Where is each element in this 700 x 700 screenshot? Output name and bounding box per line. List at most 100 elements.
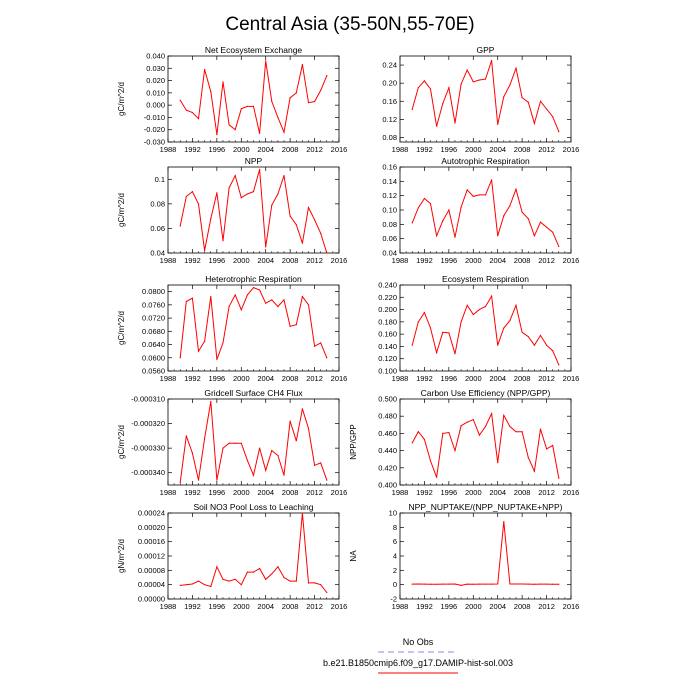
data-point [521,431,523,433]
panel-1: Net Ecosystem Exchange gC/m^2/d 1988 1992 19… [117,45,347,154]
data-point [429,327,432,329]
plot-frame [399,284,572,372]
data-point [521,211,523,213]
x-tick-label: 2008 [282,256,299,265]
data-point [478,79,480,81]
y-tick-label: 0.220 [378,293,397,302]
data-point [552,116,554,118]
panel-title: Gridcell Surface CH4 Flux [204,388,303,398]
y-tick-label: 0.04 [382,249,397,258]
x-tick-label: 1988 [392,488,409,497]
data-point [271,299,273,301]
data-point [246,193,248,195]
x-tick-label: 2004 [489,256,506,265]
data-point [515,431,517,433]
x-tick-label: 1988 [392,145,409,154]
x-tick-label: 2016 [563,145,580,154]
data-point [210,91,212,93]
data-point [527,218,529,220]
panels-group: Net Ecosystem Exchange gC/m^2/d 1988 1992 19… [117,45,579,611]
data-point [197,350,200,352]
data-point [326,591,328,594]
data-point [185,195,187,198]
data-point [265,302,267,304]
x-tick-label: 2004 [257,374,274,383]
x-tick-label: 1992 [416,145,433,154]
data-point [509,84,511,86]
data-point [509,425,511,428]
data-point [417,321,419,323]
data-point [448,332,450,334]
y-axis-label: gC/m^2/d [117,425,126,459]
data-point [423,312,426,314]
y-tick-label: 0.160 [378,330,397,339]
x-tick-label: 1992 [416,488,433,497]
data-point [454,122,456,124]
y-tick-label: -0.020 [144,125,165,134]
data-point [197,479,200,481]
y-axis-label: gN/m^2/d [117,539,126,573]
data-point [301,242,303,244]
y-axis-label: NPP/GPP [349,424,358,460]
data-point [484,425,487,428]
x-tick-label: 2000 [233,256,250,265]
data-point [246,294,248,296]
data-point [179,357,181,359]
data-point [454,450,456,452]
y-tick-label: 0.16 [382,97,397,106]
data-point [442,331,444,333]
y-tick-label: 0.200 [378,305,397,314]
data-point [436,125,438,127]
data-point [228,124,230,126]
y-tick-label: 0.460 [378,429,397,438]
data-point [228,305,230,308]
data-point [411,108,413,111]
data-point [252,571,255,573]
plot-frame [399,55,572,143]
y-tick-label: 0.040 [146,52,165,61]
data-point [185,435,187,437]
data-point [454,236,456,238]
data-point [545,583,548,585]
data-point [246,459,248,462]
data-point [491,583,493,585]
data-point [558,477,560,479]
data-point [313,464,316,466]
y-tick-label: 0.08 [382,220,397,229]
x-tick-label: 2008 [282,145,299,154]
y-tick-label: 0.440 [378,446,397,455]
data-point [503,521,505,523]
data-point [478,434,480,436]
data-point [429,460,432,462]
x-tick-label: 2008 [514,145,531,154]
x-tick-label: 1988 [392,602,409,611]
x-tick-label: 2004 [489,145,506,154]
data-point [484,78,487,80]
data-point [197,580,200,582]
data-point [460,206,462,208]
data-point [204,340,206,342]
y-tick-label: -0.000330 [131,444,165,453]
data-point [466,189,468,191]
x-tick-label: 1988 [392,374,409,383]
data-point [277,454,279,457]
data-point [484,194,487,196]
y-tick-label: 0.0720 [142,314,165,323]
data-point [460,425,462,427]
data-point [558,583,560,585]
data-point [228,187,230,189]
data-point [185,300,187,303]
data-point [539,334,542,336]
data-point [509,320,511,322]
data-point [246,571,248,573]
data-point [448,87,450,89]
data-point [533,583,535,585]
panel-3: NPP gC/m^2/d 1988 1992 1996 2000 2004 2008 2012 2… [117,156,347,265]
x-tick-label: 2000 [233,145,250,154]
data-point [301,408,303,410]
data-point [179,481,181,484]
data-point [466,304,468,306]
x-tick-label: 2004 [489,488,506,497]
data-point [259,447,261,449]
